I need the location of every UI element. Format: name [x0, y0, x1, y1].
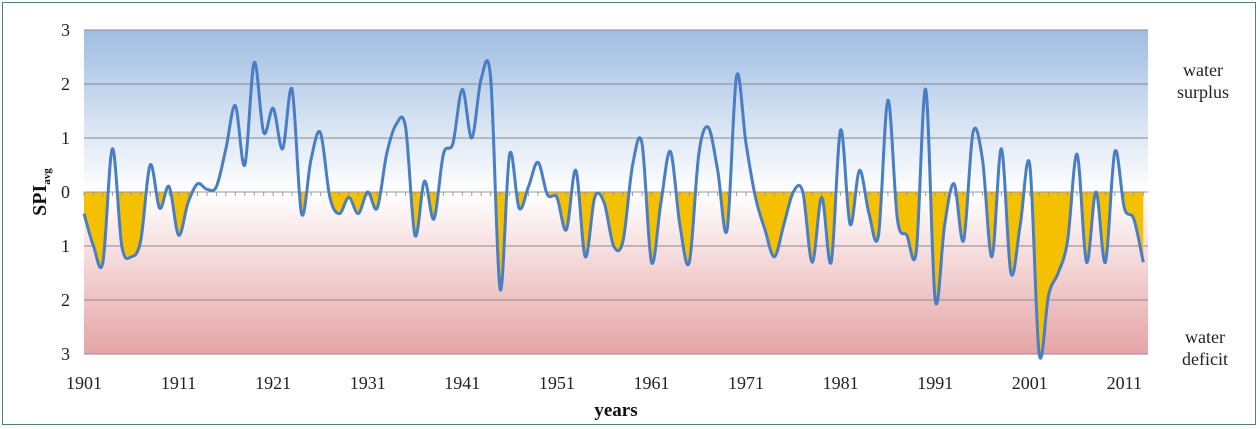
deficit-annotation-line-1: water	[1185, 327, 1225, 347]
svg-text:SPIavg: SPIavg	[29, 168, 53, 216]
x-tick-label: 2011	[1107, 373, 1142, 393]
surplus-annotation-line-2: surplus	[1176, 82, 1229, 102]
surplus-background	[84, 30, 1148, 192]
x-axis-label: years	[594, 400, 637, 421]
deficit-annotation: water deficit	[1165, 326, 1245, 370]
y-axis-label-subscript: avg	[41, 168, 53, 185]
deficit-annotation-line-2: deficit	[1182, 349, 1228, 369]
x-tick-label: 1991	[917, 373, 953, 393]
y-tick-label: 3	[61, 20, 70, 40]
surplus-annotation-line-1: water	[1183, 60, 1223, 80]
y-axis-label-main: SPI	[29, 184, 51, 215]
x-tick-label: 1921	[255, 373, 291, 393]
x-tick-labels: 1901 1911 1921 1931 1941 1951 1961 1971 1981 1991…	[66, 373, 1142, 393]
y-axis-label: SPIavg	[29, 168, 53, 216]
spi-series-line	[82, 59, 1145, 360]
x-tick-label: 1951	[539, 373, 575, 393]
y-tick-label: 1	[61, 128, 70, 148]
zero-line-ticks	[83, 191, 1148, 196]
x-tick-label: 1911	[161, 373, 196, 393]
y-tick-label: 2	[61, 74, 70, 94]
y-tick-label: 0	[61, 182, 70, 202]
x-tick-label: 1931	[350, 373, 386, 393]
x-tick-label: 1981	[823, 373, 859, 393]
x-tick-label: 1941	[444, 373, 480, 393]
x-tick-label: 1901	[66, 373, 102, 393]
y-tick-label: 2	[61, 290, 70, 310]
x-tick-label: 2001	[1012, 373, 1048, 393]
y-tick-label: 3	[61, 344, 70, 364]
y-tick-labels: 3 2 1 0 1 2 3	[61, 20, 70, 364]
y-tick-label: 1	[61, 236, 70, 256]
x-tick-label: 1971	[728, 373, 764, 393]
x-tick-label: 1961	[633, 373, 669, 393]
surplus-annotation: water surplus	[1160, 59, 1246, 103]
